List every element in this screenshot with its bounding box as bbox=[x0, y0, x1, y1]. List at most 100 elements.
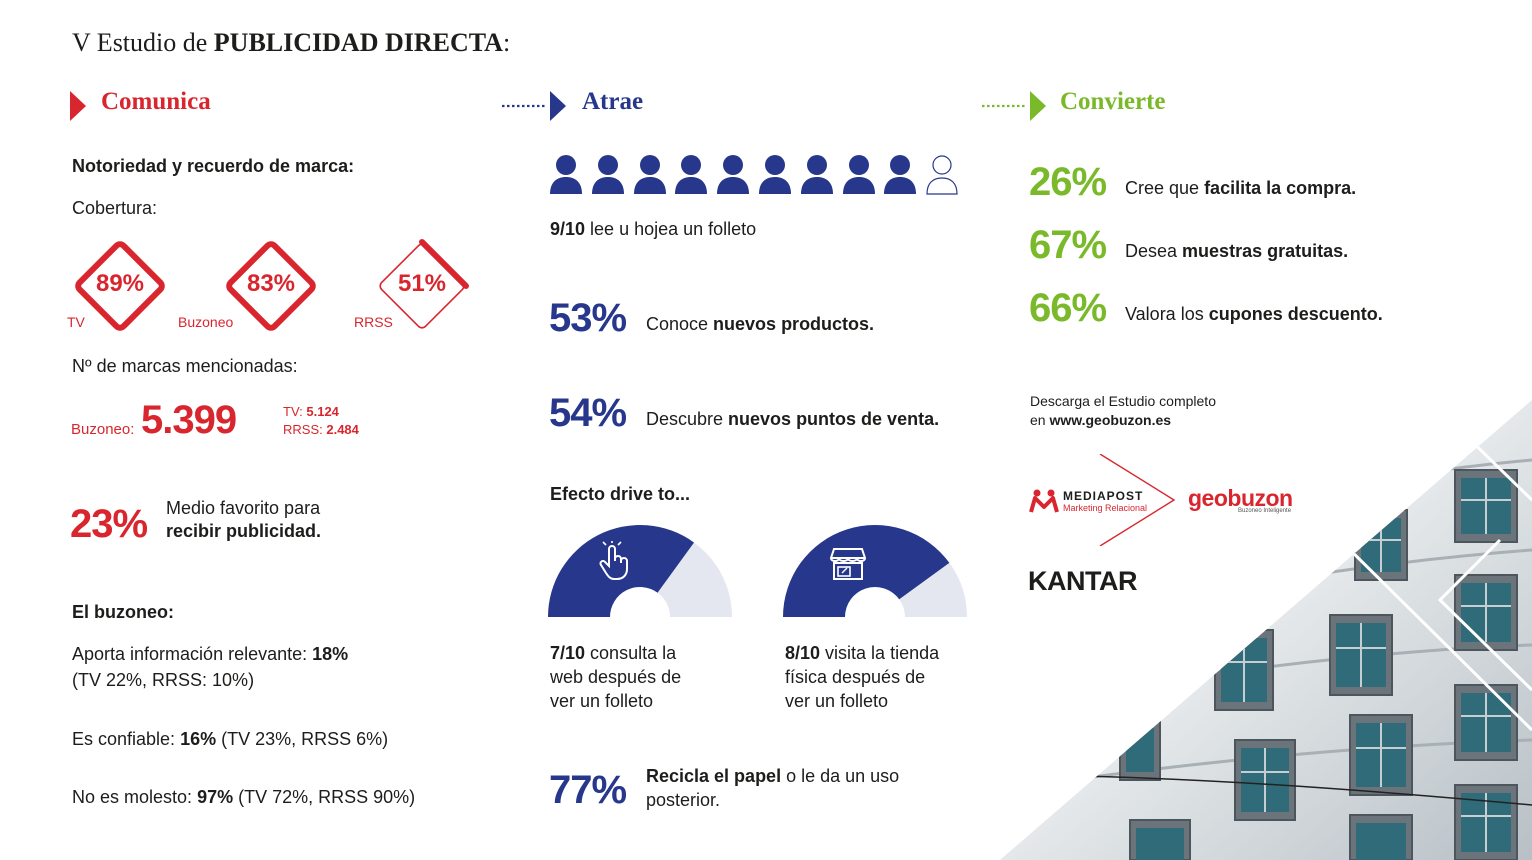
confiable-line: Es confiable: 16% (TV 23%, RRSS 6%) bbox=[72, 729, 388, 750]
descarga-prefix: en bbox=[1030, 412, 1050, 428]
marcas-label: Nº de marcas mencionadas: bbox=[72, 356, 298, 376]
page-title: V Estudio de PUBLICIDAD DIRECTA: bbox=[72, 28, 510, 58]
person-filled-icon bbox=[842, 155, 875, 194]
person-filled-icon bbox=[884, 155, 917, 194]
folleto-line: 9/10 lee u hojea un folleto bbox=[550, 219, 756, 240]
convierte-percent: 66% bbox=[1029, 286, 1107, 330]
favorito-line2: recibir publicidad. bbox=[166, 521, 322, 541]
stat-text: Descubre nuevos puntos de venta. bbox=[646, 409, 939, 430]
coverage-value: 83% bbox=[246, 270, 296, 297]
geobuzon-link[interactable]: www.geobuzon.es bbox=[1049, 412, 1172, 428]
tv-brands: TV: 5.124 bbox=[283, 404, 339, 419]
convierte-text-plain: Valora los bbox=[1125, 304, 1209, 324]
gauge-caption-line3: ver un folleto bbox=[785, 691, 889, 711]
gauge-caption-bold: 8/10 bbox=[785, 643, 821, 663]
convierte-text-bold: cupones descuento. bbox=[1208, 304, 1383, 324]
tv-brands-value: 5.124 bbox=[306, 404, 339, 419]
person-filled-icon bbox=[717, 155, 750, 194]
person-filled-icon bbox=[759, 155, 791, 194]
mediapost-tagline: Marketing Relacional bbox=[1063, 503, 1148, 513]
convierte-percent: 26% bbox=[1029, 160, 1107, 204]
mediapost-chevron-icon bbox=[1099, 454, 1176, 546]
convierte-text-plain: Cree que bbox=[1125, 178, 1205, 198]
favorito-line1: Medio favorito para bbox=[166, 498, 321, 518]
confiable-text: Es confiable: bbox=[72, 729, 181, 749]
title-prefix: V Estudio de bbox=[72, 28, 214, 57]
drive-heading: Efecto drive to... bbox=[550, 484, 691, 504]
coverage-label: RRSS bbox=[354, 314, 393, 330]
geobuzon-tagline: Buzoneo Inteligente bbox=[1238, 508, 1292, 514]
coverage-value: 51% bbox=[397, 270, 447, 297]
green-dotted-arrow-icon bbox=[982, 91, 1046, 121]
section-title-atrae: Atrae bbox=[582, 88, 644, 115]
convierte-percent: 67% bbox=[1029, 223, 1107, 267]
mediapost-name: MEDIAPOST bbox=[1063, 489, 1144, 503]
red-arrow-icon bbox=[70, 91, 86, 121]
aporta-text: Aporta información relevante: bbox=[72, 644, 313, 664]
gauge-caption-bold: 7/10 bbox=[550, 643, 586, 663]
tv-brands-label: TV: bbox=[283, 404, 303, 419]
gauge-filled-arc bbox=[548, 525, 695, 617]
convierte-text-bold: muestras gratuitas. bbox=[1182, 241, 1349, 261]
gauge-caption-line2: física después de bbox=[785, 667, 926, 687]
aporta-line: Aporta información relevante: 18% bbox=[72, 644, 348, 665]
section-title-convierte: Convierte bbox=[1060, 88, 1166, 115]
descarga-line2: en www.geobuzon.es bbox=[1030, 412, 1171, 428]
convierte-text-bold: facilita la compra. bbox=[1204, 178, 1357, 198]
coverage-diamond-rrss: 51% bbox=[372, 236, 472, 336]
buzoneo-brands-label: Buzoneo: bbox=[71, 421, 135, 438]
gauge-caption-line1: visita la tienda bbox=[820, 643, 940, 663]
confiable-detail: (TV 23%, RRSS 6%) bbox=[216, 729, 389, 749]
convierte-text: Desea muestras gratuitas. bbox=[1125, 241, 1348, 262]
gauge-tienda bbox=[783, 525, 967, 617]
diamond-frame-icon bbox=[379, 239, 469, 329]
recicla-text: Recicla el papel o le da un uso posterio… bbox=[646, 764, 899, 812]
descarga-line1: Descarga el Estudio completo bbox=[1030, 393, 1216, 409]
rrss-brands-value: 2.484 bbox=[326, 422, 359, 437]
person-filled-icon bbox=[550, 155, 582, 194]
gauge-remaining-arc bbox=[657, 542, 732, 617]
hand-pointer-icon bbox=[599, 541, 628, 580]
molesto-line: No es molesto: 97% (TV 72%, RRSS 90%) bbox=[72, 787, 415, 808]
folleto-text: lee u hojea un folleto bbox=[585, 219, 757, 239]
geobuzon-logo: geobuzon bbox=[1188, 485, 1293, 511]
confiable-value: 16% bbox=[180, 729, 217, 749]
gauge-caption: 7/10 consulta la web después de ver un f… bbox=[550, 641, 681, 713]
stat-text-plain: Conoce bbox=[646, 314, 714, 334]
molesto-value: 97% bbox=[197, 787, 234, 807]
gauge-web bbox=[548, 525, 732, 617]
gauge-caption-line2: web después de bbox=[550, 667, 682, 687]
diamond-frame-icon bbox=[75, 241, 165, 331]
title-bold: PUBLICIDAD DIRECTA bbox=[213, 28, 503, 57]
gauge-filled-arc bbox=[783, 525, 950, 617]
person-outline-icon bbox=[926, 155, 958, 195]
coverage-value: 89% bbox=[95, 270, 145, 297]
folleto-bold: 9/10 bbox=[550, 219, 586, 239]
stat-text-bold: nuevos puntos de venta. bbox=[728, 409, 940, 429]
gauge-caption-line1: consulta la bbox=[585, 643, 677, 663]
mediapost-logo-icon bbox=[1029, 489, 1059, 513]
molesto-text: No es molesto: bbox=[72, 787, 198, 807]
recicla-bold: Recicla el papel bbox=[646, 766, 782, 786]
molesto-detail: (TV 72%, RRSS 90%) bbox=[233, 787, 416, 807]
aporta-detail: (TV 22%, RRSS: 10%) bbox=[72, 670, 255, 690]
stat-percent: 54% bbox=[549, 391, 627, 435]
store-icon bbox=[830, 548, 866, 580]
person-filled-icon bbox=[591, 155, 624, 194]
rrss-brands: RRSS: 2.484 bbox=[283, 422, 359, 437]
gauge-caption: 8/10 visita la tienda física después de … bbox=[785, 641, 939, 713]
notoriedad-heading: Notoriedad y recuerdo de marca: bbox=[72, 156, 355, 176]
coverage-diamond-tv: 89% bbox=[70, 236, 170, 336]
stat-text: Conoce nuevos productos. bbox=[646, 314, 874, 335]
rrss-brands-label: RRSS: bbox=[283, 422, 323, 437]
gauge-caption-line3: ver un folleto bbox=[550, 691, 654, 711]
coverage-label: TV bbox=[67, 314, 85, 330]
section-title-comunica: Comunica bbox=[101, 88, 211, 115]
recicla-line2: posterior. bbox=[646, 790, 721, 810]
person-filled-icon bbox=[675, 155, 708, 194]
person-filled-icon bbox=[800, 155, 833, 194]
stat-text-plain: Descubre bbox=[646, 409, 729, 429]
diamond-frame-icon bbox=[226, 241, 316, 331]
aporta-value: 18% bbox=[312, 644, 349, 664]
stat-text-bold: nuevos productos. bbox=[713, 314, 875, 334]
